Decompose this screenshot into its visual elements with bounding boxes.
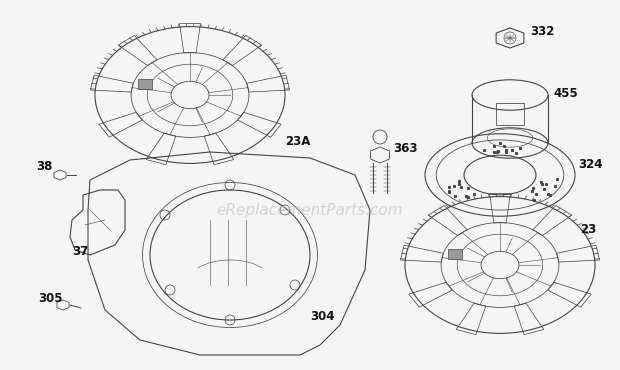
Text: 23A: 23A [285, 135, 311, 148]
Text: 305: 305 [38, 292, 63, 305]
Text: eReplacementParts.com: eReplacementParts.com [216, 202, 404, 218]
Text: 304: 304 [310, 310, 335, 323]
Text: 363: 363 [393, 142, 417, 155]
Text: 324: 324 [578, 158, 603, 171]
Text: 38: 38 [36, 160, 52, 173]
FancyBboxPatch shape [138, 80, 152, 90]
Text: 332: 332 [530, 25, 554, 38]
Text: 455: 455 [553, 87, 578, 100]
Text: 37: 37 [72, 245, 88, 258]
Text: 23: 23 [580, 223, 596, 236]
FancyBboxPatch shape [448, 249, 462, 259]
